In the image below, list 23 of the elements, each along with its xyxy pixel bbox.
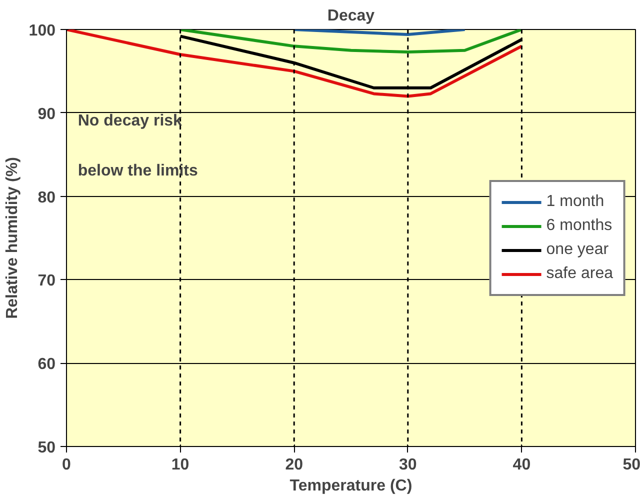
legend-label: one year <box>546 240 609 258</box>
y-tick-label: 70 <box>38 272 56 290</box>
y-tick-label: 50 <box>38 440 56 456</box>
x-tick-label: 50 <box>622 456 640 474</box>
y-tick-label: 90 <box>38 106 56 123</box>
y-tick-label: 60 <box>38 356 56 374</box>
x-tick-label: 40 <box>512 456 531 474</box>
chart-title: Decay <box>327 8 375 24</box>
x-tick-label: 20 <box>285 456 304 474</box>
x-tick-label: 10 <box>171 456 190 474</box>
line-series <box>66 30 524 98</box>
annotation: No decay risk <box>78 112 182 130</box>
legend-label: safe area <box>546 264 613 282</box>
x-axis-title: Temperature (C) <box>290 478 412 494</box>
legend-label: 6 months <box>546 216 612 234</box>
annotation: below the limits <box>78 162 198 180</box>
y-axis-title: Relative humidity (%) <box>4 157 21 319</box>
line-series <box>178 30 524 54</box>
y-tick-label: 80 <box>38 189 56 206</box>
y-tick-label: 100 <box>28 22 56 40</box>
x-tick-label: 0 <box>62 456 72 474</box>
x-tick-label: 30 <box>399 456 417 474</box>
legend-label: 1 month <box>546 192 604 210</box>
